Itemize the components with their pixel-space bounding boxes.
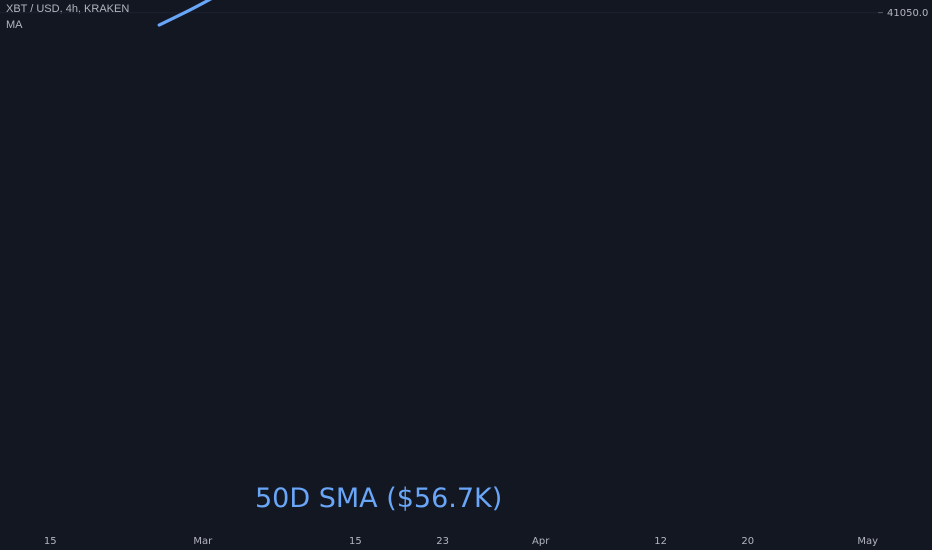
time-tick-label: 15 xyxy=(349,536,362,547)
price-axis: 41050.042150.043350.044600.045800.047000… xyxy=(878,8,928,19)
time-tick-label: 23 xyxy=(436,536,449,547)
grid-lines xyxy=(0,12,878,14)
time-tick-label: May xyxy=(857,536,878,547)
time-tick-label: Mar xyxy=(193,536,213,547)
sma-line-group: 50D SMA ($56.7K) xyxy=(157,0,502,514)
candlestick-series xyxy=(0,0,770,36)
sma-label: 50D SMA ($56.7K) xyxy=(255,483,502,514)
time-axis: 15 Mar 15 23 Apr 12 20 May xyxy=(44,536,878,547)
time-tick-label: 12 xyxy=(654,536,667,547)
price-tick-label: 41050.0 xyxy=(887,8,928,19)
chart-symbol-title: XBT / USD, 4h, KRAKEN xyxy=(6,3,130,15)
time-tick-label: Apr xyxy=(532,536,550,547)
indicator-label[interactable]: MA xyxy=(6,19,23,31)
time-tick-label: 20 xyxy=(741,536,754,547)
time-tick-label: 15 xyxy=(44,536,57,547)
